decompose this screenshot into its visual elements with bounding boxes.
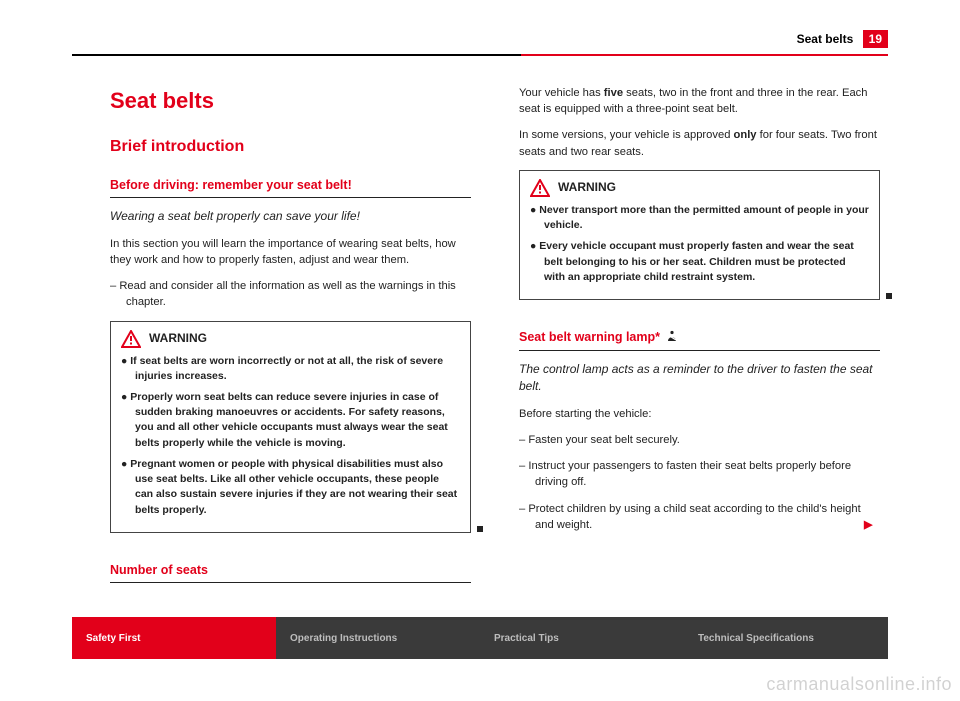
warning-item: If seat belts are worn incorrectly or no… bbox=[121, 354, 460, 384]
seats-text-2: In some versions, your vehicle is approv… bbox=[519, 127, 880, 159]
end-mark bbox=[884, 288, 892, 304]
warning-label: WARNING bbox=[149, 330, 207, 347]
warning-list: If seat belts are worn incorrectly or no… bbox=[121, 354, 460, 518]
warning-icon bbox=[530, 179, 550, 197]
dash-item: Instruct your passengers to fasten their… bbox=[519, 458, 880, 490]
subheading-warning-lamp: Seat belt warning lamp* bbox=[519, 328, 880, 351]
chapter-title: Seat belts bbox=[110, 85, 471, 117]
header-rule bbox=[72, 54, 888, 56]
dash-item: Protect children by using a child seat a… bbox=[519, 501, 880, 533]
subheading-number-of-seats: Number of seats bbox=[110, 561, 471, 583]
warning-item: Every vehicle occupant must properly fas… bbox=[530, 239, 869, 285]
warning-header: WARNING bbox=[121, 330, 460, 348]
dash-item: Fasten your seat belt securely. bbox=[519, 432, 880, 448]
end-mark bbox=[475, 521, 483, 537]
warning-box: WARNING Never transport more than the pe… bbox=[519, 170, 880, 300]
seatbelt-icon bbox=[666, 329, 678, 347]
warning-item: Never transport more than the permitted … bbox=[530, 203, 869, 233]
page-number: 19 bbox=[863, 30, 888, 48]
warning-item: Pregnant women or people with physical d… bbox=[121, 457, 460, 518]
seats-text-1: Your vehicle has five seats, two in the … bbox=[519, 85, 880, 117]
intro-text: In this section you will learn the impor… bbox=[110, 236, 471, 268]
tab-technical-specifications[interactable]: Technical Specifications bbox=[684, 617, 888, 659]
warning-box: WARNING If seat belts are worn incorrect… bbox=[110, 321, 471, 533]
warning-list: Never transport more than the permitted … bbox=[530, 203, 869, 285]
before-starting-text: Before starting the vehicle: bbox=[519, 406, 880, 422]
tab-operating-instructions[interactable]: Operating Instructions bbox=[276, 617, 480, 659]
header-title: Seat belts bbox=[797, 32, 854, 46]
tab-practical-tips[interactable]: Practical Tips bbox=[480, 617, 684, 659]
warning-icon bbox=[121, 330, 141, 348]
tab-safety-first[interactable]: Safety First bbox=[72, 617, 276, 659]
subheading-before-driving: Before driving: remember your seat belt! bbox=[110, 176, 471, 198]
lead-text: The control lamp acts as a reminder to t… bbox=[519, 361, 880, 396]
section-title: Brief introduction bbox=[110, 135, 471, 158]
warning-header: WARNING bbox=[530, 179, 869, 197]
footer-tabs: Safety First Operating Instructions Prac… bbox=[72, 617, 888, 659]
warning-item: Properly worn seat belts can reduce seve… bbox=[121, 390, 460, 451]
watermark: carmanualsonline.info bbox=[766, 674, 952, 695]
lead-text: Wearing a seat belt properly can save yo… bbox=[110, 208, 471, 225]
page-content: Seat belts Brief introduction Before dri… bbox=[110, 85, 880, 601]
dash-item: Read and consider all the information as… bbox=[110, 278, 471, 310]
warning-label: WARNING bbox=[558, 179, 616, 196]
running-header: Seat belts 19 bbox=[797, 30, 888, 48]
